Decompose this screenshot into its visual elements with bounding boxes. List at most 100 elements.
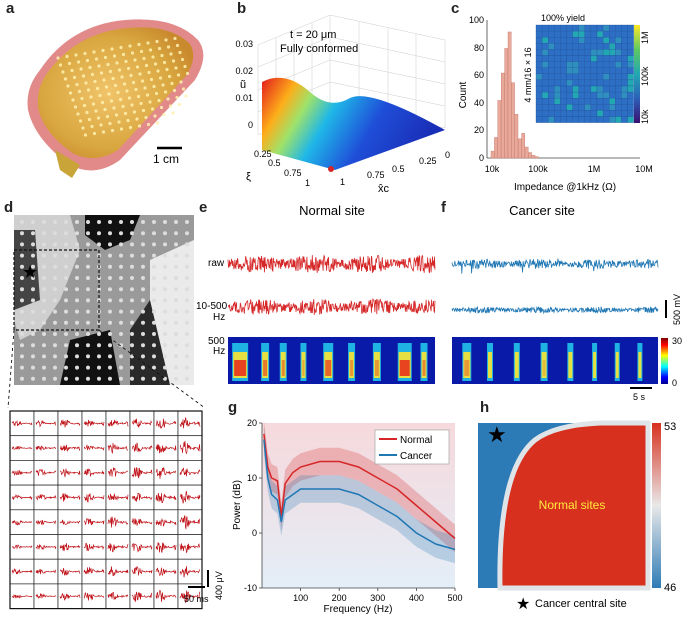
f-raw-trace xyxy=(451,258,659,274)
electrode-dot xyxy=(152,343,156,348)
inset-cell xyxy=(572,98,579,105)
electrode-dot xyxy=(164,38,168,42)
electrode-dot xyxy=(61,70,65,74)
waveform-trace xyxy=(83,419,105,427)
electrode-dot xyxy=(75,343,79,348)
inset-cell xyxy=(596,67,604,74)
inset-cell xyxy=(584,43,592,50)
electrode-dot xyxy=(130,332,134,336)
electrode-dot xyxy=(42,309,46,314)
inset-colorbar xyxy=(634,25,640,123)
electrode-dot xyxy=(119,231,123,236)
svg-text:40: 40 xyxy=(474,98,484,108)
electrode-dot xyxy=(75,253,79,258)
electrode-dot xyxy=(172,88,177,93)
inset-cell xyxy=(578,61,585,68)
electrode-dot xyxy=(92,50,96,54)
inset-cell xyxy=(535,79,543,87)
panel-d-map: ★ 50 ms 400 μV xyxy=(7,215,224,610)
electrode-dot xyxy=(97,343,101,348)
electrode-dot xyxy=(75,287,79,292)
electrode-dot xyxy=(185,231,189,236)
electrode-dot xyxy=(130,253,134,258)
electrode-dot xyxy=(152,242,156,247)
waveform-trace xyxy=(35,468,57,476)
electrode-dot xyxy=(155,121,160,125)
electrode-dot xyxy=(101,48,105,53)
inset-cell xyxy=(541,73,549,81)
electrode-dot xyxy=(174,231,178,236)
electrode-dot xyxy=(90,124,94,129)
electrode-dot xyxy=(86,276,90,280)
spectrogram-burst-peak xyxy=(350,360,354,376)
electrode-dot xyxy=(174,242,178,247)
electrode-dot xyxy=(150,107,155,111)
inset-cell xyxy=(566,67,573,74)
inset-cell xyxy=(578,85,585,93)
inset-cell xyxy=(615,67,622,74)
inset-cell xyxy=(621,37,628,44)
electrode-dot xyxy=(141,332,145,336)
panel-label-c: c xyxy=(451,0,460,17)
inset-cell xyxy=(548,55,555,62)
electrode-dot xyxy=(99,71,104,75)
inset-cell xyxy=(578,104,585,111)
panel-h-heatmap: ★ Normal sites 53 46 ★ Cancer central si… xyxy=(478,420,676,613)
inset-cell xyxy=(560,73,567,81)
inset-cell xyxy=(554,55,561,62)
electrode-dot xyxy=(91,102,96,106)
electrode-dot xyxy=(166,97,170,101)
electrode-dot xyxy=(163,287,167,292)
inset-cell xyxy=(554,61,561,68)
electrode-dot xyxy=(157,98,161,103)
inset-cell xyxy=(602,55,610,62)
spectrogram-burst-core xyxy=(638,352,642,378)
legend-cancer: Cancer xyxy=(400,451,433,462)
g-xlabel: Frequency (Hz) xyxy=(324,604,393,615)
histogram-bar xyxy=(528,152,532,159)
inset-cell xyxy=(572,24,579,32)
electrode-dot xyxy=(137,42,141,47)
electrode-dot xyxy=(56,56,60,60)
inset-colorbar-ticks: 1M 100k 10k xyxy=(640,31,650,124)
inset-cell xyxy=(609,55,616,62)
electrode-dot xyxy=(174,298,178,303)
inset-cell xyxy=(560,30,567,38)
inset-cell xyxy=(602,43,610,50)
electrode-dot xyxy=(86,298,90,303)
spectrogram-burst-core xyxy=(568,352,573,378)
spectrogram-bg xyxy=(452,337,658,384)
electrode-dot xyxy=(163,231,167,236)
waveform-trace xyxy=(59,543,81,552)
electrode-dot xyxy=(163,242,167,247)
spectrogram-burst-peak xyxy=(542,360,546,376)
electrode-dot xyxy=(185,242,189,247)
waveform-trace xyxy=(155,493,177,504)
inset-cell xyxy=(609,98,616,105)
electrode-dot xyxy=(174,287,178,292)
inset-cell xyxy=(566,116,573,123)
electrode-dot xyxy=(86,220,90,224)
electrode-dot xyxy=(141,298,145,303)
spectrogram-burst-peak xyxy=(281,360,285,376)
inset-cell xyxy=(548,49,555,56)
inset-cell xyxy=(566,104,573,111)
inset-cell xyxy=(572,85,579,93)
inset-cell xyxy=(560,55,567,62)
electrode-dot xyxy=(163,320,167,325)
electrode-dot xyxy=(105,114,110,119)
electrode-dot xyxy=(175,95,179,100)
electrode-dot xyxy=(86,264,90,269)
electrode-dot xyxy=(163,253,167,258)
svg-text:100k: 100k xyxy=(528,164,548,174)
e-spectrogram xyxy=(228,337,435,384)
b-ylabel: x̂c xyxy=(378,183,390,195)
electrode-dot xyxy=(81,74,86,78)
electrode-dot xyxy=(163,332,167,336)
electrode-dot xyxy=(20,253,24,258)
row-band-2: Hz xyxy=(213,312,225,323)
waveform-trace xyxy=(155,590,177,602)
electrode-dot xyxy=(97,242,101,247)
electrode-dot xyxy=(72,75,77,80)
inset-cell xyxy=(572,110,579,117)
